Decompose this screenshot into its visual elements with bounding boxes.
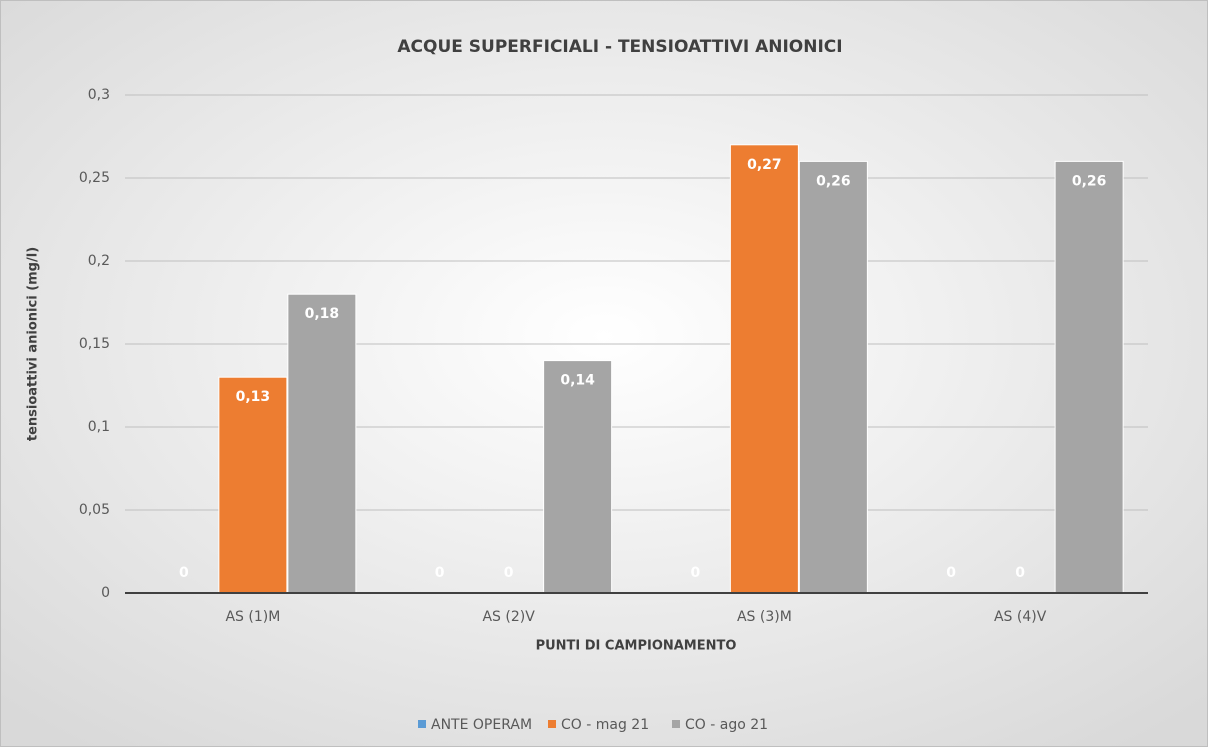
data-label: 0 [504,565,514,581]
legend-label: CO - ago 21 [685,717,768,733]
data-label: 0,14 [560,373,595,389]
bar [543,360,613,594]
data-label: 0,26 [816,173,851,189]
x-tick-label: AS (1)M [225,609,280,625]
data-label: 0 [946,565,956,581]
bar [287,293,357,594]
x-tick-label: AS (2)V [482,609,535,625]
data-label: 0 [691,565,701,581]
legend-swatch [418,720,426,728]
data-label: 0,18 [305,306,340,322]
x-axis-title: PUNTI DI CAMPIONAMENTO [536,639,737,654]
y-tick-label: 0,3 [88,87,110,103]
bar [798,160,868,594]
chart-title: ACQUE SUPERFICIALI - TENSIOATTIVI ANIONI… [397,37,842,57]
y-tick-label: 0,05 [79,502,110,518]
data-label: 0 [1015,565,1025,581]
x-tick-label: AS (3)M [737,609,792,625]
bar [218,376,288,594]
y-tick-label: 0,15 [79,336,110,352]
data-label: 0,26 [1072,173,1107,189]
bar [1054,160,1124,594]
bar [729,144,799,594]
data-label: 0,27 [747,157,782,173]
legend-swatch [548,720,556,728]
y-tick-label: 0,1 [88,419,110,435]
y-tick-label: 0,25 [79,170,110,186]
data-label: 0,13 [236,389,271,405]
legend-swatch [672,720,680,728]
data-label: 0 [179,565,189,581]
legend-label: CO - mag 21 [561,717,649,733]
x-tick-label: AS (4)V [994,609,1047,625]
y-tick-label: 0,2 [88,253,110,269]
data-label: 0 [435,565,445,581]
y-axis-title: tensioattivi anionici (mg/l) [26,247,41,441]
y-tick-label: 0 [101,585,110,601]
legend-label: ANTE OPERAM [431,717,532,733]
